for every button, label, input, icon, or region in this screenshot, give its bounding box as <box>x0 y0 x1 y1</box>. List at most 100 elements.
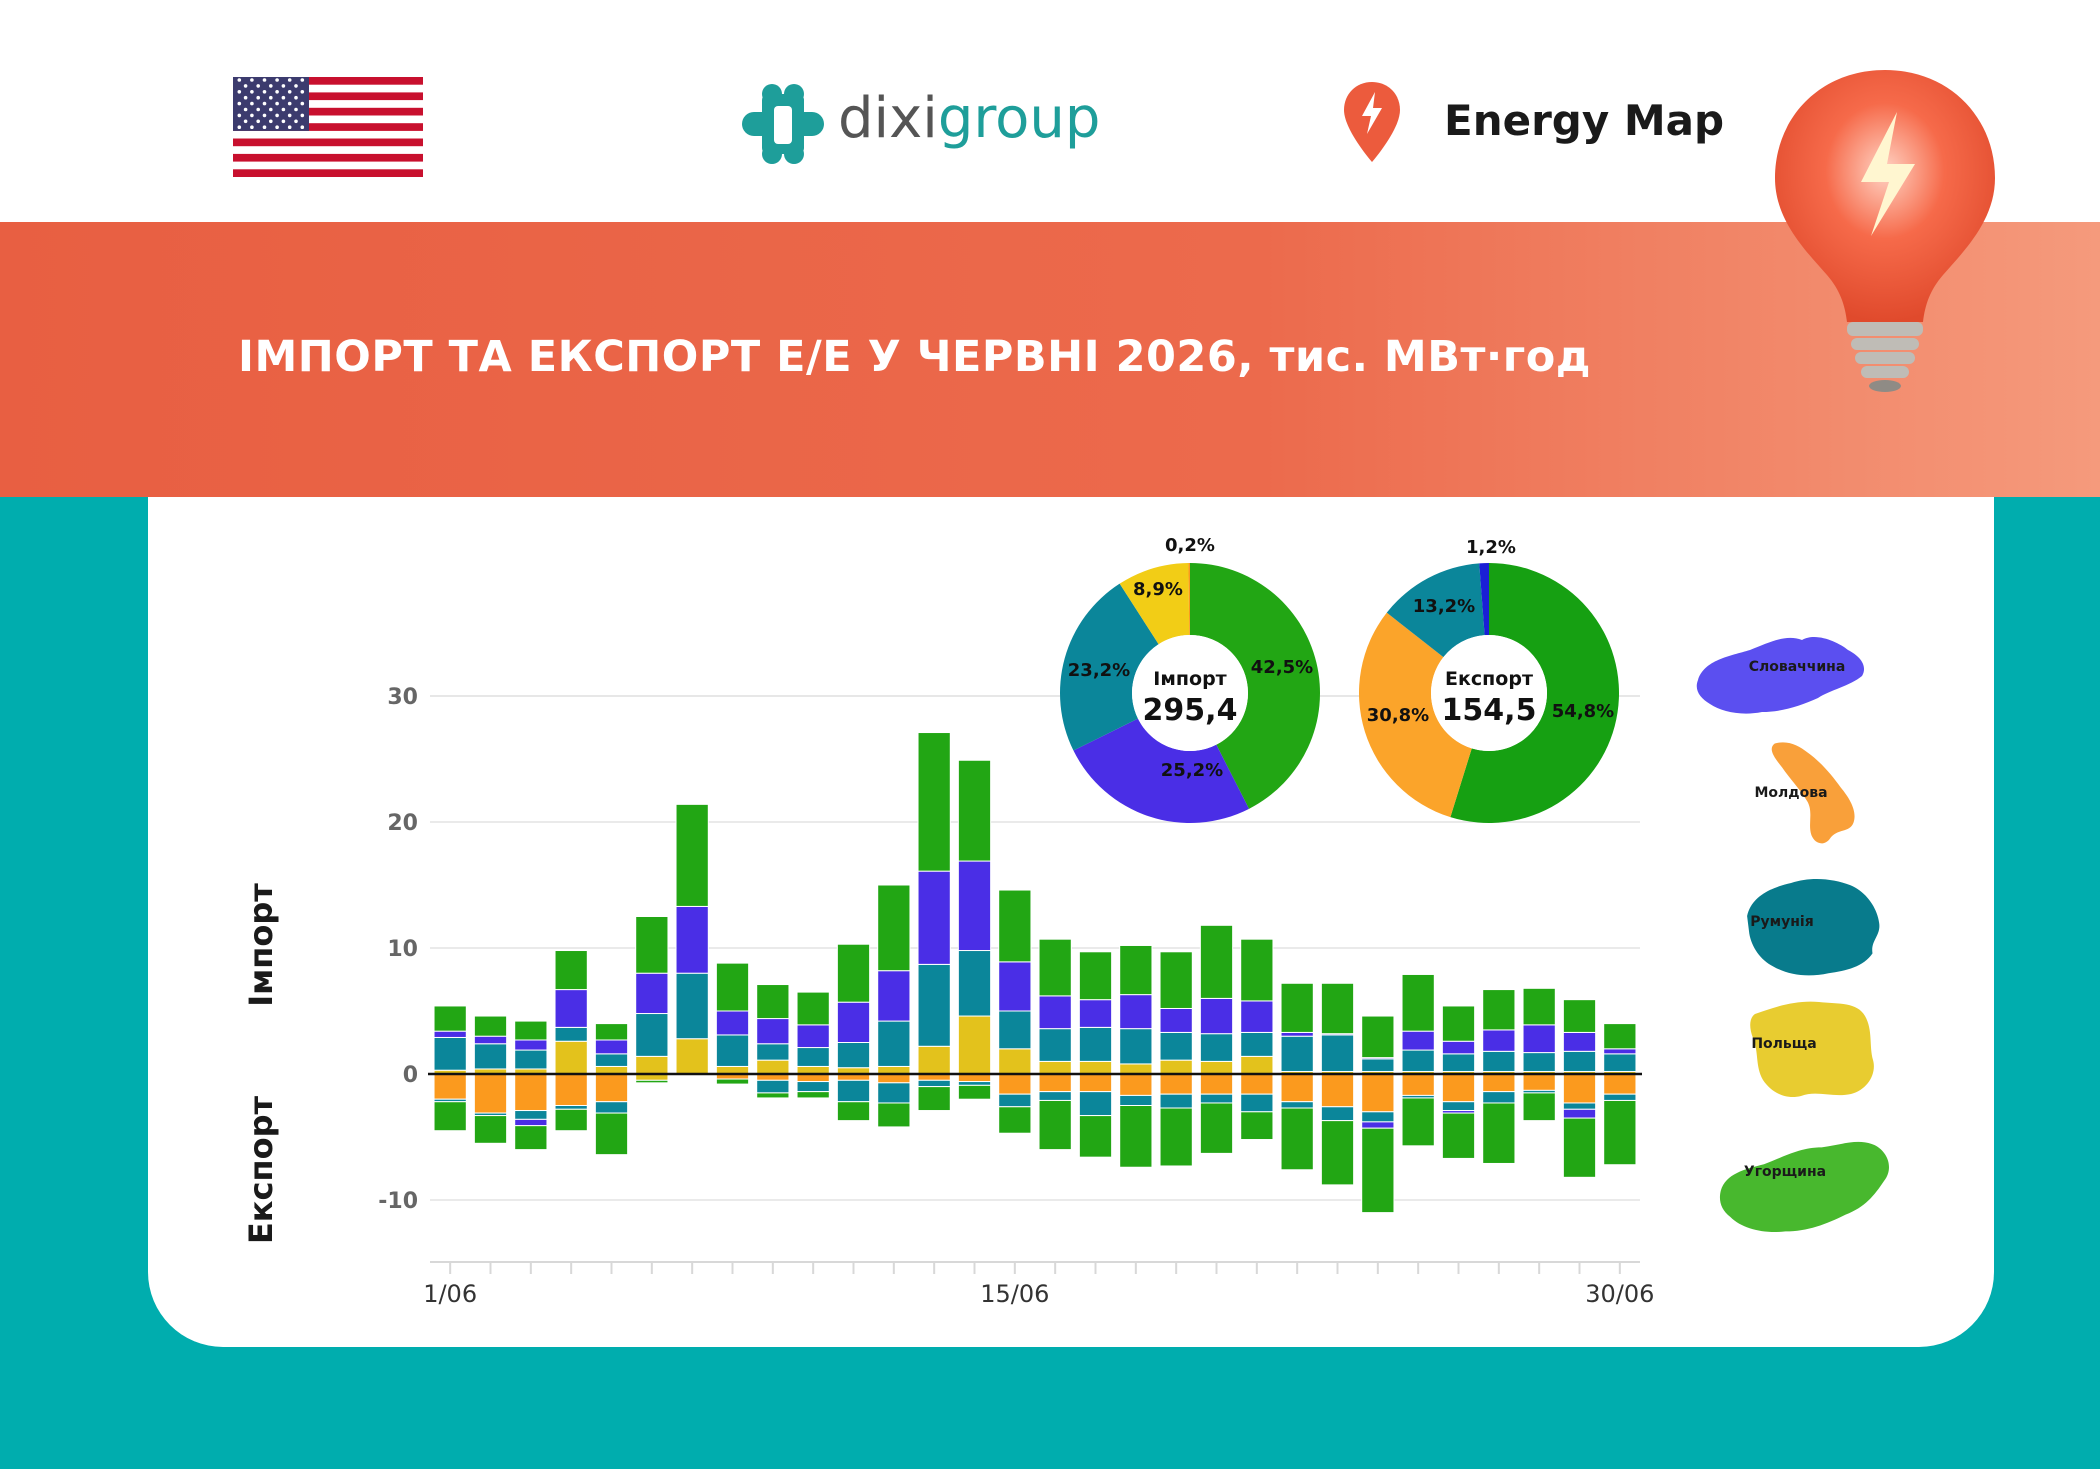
y-tick-label: -10 <box>378 1189 418 1214</box>
export-bar-segment <box>1361 1073 1395 1113</box>
export-bar-segment <box>554 1108 588 1132</box>
flag-star <box>300 113 305 118</box>
import-bar-segment <box>1038 1028 1072 1062</box>
import-bar-segment <box>796 1047 830 1067</box>
import-bar-segment <box>1078 951 1113 1001</box>
export-bar-segment <box>877 1082 911 1104</box>
import-bar-segment <box>1240 1000 1274 1033</box>
export-bar-segment <box>514 1125 548 1151</box>
export-bar-segment <box>1119 1073 1153 1096</box>
import-bar-segment <box>917 732 951 872</box>
flag-star <box>294 119 298 124</box>
flag-star <box>262 90 267 94</box>
flag-star <box>256 95 260 100</box>
legend-poland: Польща <box>1751 1036 1817 1052</box>
import-bar-segment <box>433 1005 467 1032</box>
flag-star <box>300 78 305 82</box>
import-bar-segment <box>1240 938 1274 1002</box>
import-bar-segment <box>675 972 709 1040</box>
flag-star <box>262 125 267 129</box>
import-bar-segment <box>1159 951 1193 1009</box>
import-bar-segment <box>998 1010 1032 1050</box>
export-bar-segment <box>594 1101 629 1114</box>
import-bar-segment <box>1562 1050 1597 1072</box>
import-bar-segment <box>836 1001 871 1043</box>
flag-star <box>300 125 305 129</box>
import-bar-segment <box>594 1023 629 1041</box>
dixigroup-wordmark: dixigroup <box>838 86 1100 151</box>
export-bar-segment <box>1482 1073 1516 1093</box>
import-bar-segment <box>998 1048 1032 1075</box>
export-bar-segment <box>796 1091 830 1099</box>
import-bar-segment <box>1522 1052 1556 1072</box>
import-bar-segment <box>1199 924 1234 999</box>
pie-center-total: 154,5 <box>1442 693 1537 728</box>
export-bar-segment <box>1199 1073 1234 1095</box>
export-bar-segment <box>1562 1073 1597 1104</box>
flag-star <box>256 107 260 112</box>
import-bar-segment <box>1280 1035 1314 1072</box>
y-tick-label: 20 <box>387 811 418 836</box>
import-bar-segment <box>1199 997 1234 1035</box>
export-bar-segment <box>1199 1102 1234 1154</box>
import-bar-segment <box>1240 1031 1274 1057</box>
export-bar-segment <box>715 1078 750 1085</box>
import-bar-segment <box>957 860 992 952</box>
import-bar-segment <box>1078 1060 1113 1075</box>
import-bar-segment <box>514 1020 548 1041</box>
energy-map-label: Energy Map <box>1444 96 1725 145</box>
import-bar-segment <box>635 972 669 1015</box>
import-bar-segment <box>756 1059 790 1075</box>
pie-slice-label: 0,2% <box>1165 535 1215 556</box>
import-bar-segment <box>1119 1063 1153 1075</box>
map-hungary-icon <box>1719 1141 1889 1232</box>
import-bar-segment <box>756 984 790 1020</box>
pie-slice-label: 54,8% <box>1552 701 1614 722</box>
y-tick-label: 10 <box>387 937 418 962</box>
export-bar-segment <box>1603 1093 1637 1101</box>
import-bar-segment <box>836 1042 871 1069</box>
export-bar-segment <box>1038 1099 1072 1151</box>
export-bar-segment <box>1482 1102 1516 1164</box>
y-axis-ticks: 30 20 10 0 -10 <box>378 685 418 1214</box>
import-bar-segment <box>1119 944 1153 996</box>
export-bar-segment <box>433 1073 467 1100</box>
export-bar-segment <box>1320 1120 1355 1186</box>
pie-center-label: Експорт <box>1445 668 1533 690</box>
export-bar-segment <box>1199 1093 1234 1104</box>
pie-slice <box>1119 563 1190 645</box>
export-bar-segment <box>1401 1097 1435 1147</box>
import-bar-segment <box>796 1024 830 1049</box>
import-axis-label: Імпорт <box>242 883 280 1007</box>
import-bar-segment <box>917 963 951 1047</box>
export-bar-segment <box>1119 1105 1153 1168</box>
import-bar-segment <box>715 1010 750 1036</box>
export-bar-segment <box>1280 1107 1314 1171</box>
export-bar-segment <box>998 1073 1032 1095</box>
export-bar-segment <box>514 1073 548 1112</box>
export-bar-segment <box>1159 1093 1193 1109</box>
import-bar-segment <box>957 1015 992 1075</box>
export-bar-segment <box>998 1093 1032 1108</box>
flag-star <box>294 107 298 112</box>
export-bar-segment <box>1119 1094 1153 1107</box>
pie-center <box>1431 635 1547 751</box>
dixigroup-logo-icon <box>742 84 824 164</box>
flag-star <box>262 78 267 82</box>
import-bar-segment <box>877 884 911 972</box>
export-bar-segment <box>594 1073 629 1103</box>
import-bar-segment <box>1562 1031 1597 1052</box>
pie-slice <box>1188 563 1190 636</box>
import-bar-segment <box>1361 1015 1395 1059</box>
flag-star <box>237 90 242 94</box>
legend-romania: Румунія <box>1750 914 1814 930</box>
flag-star <box>281 107 286 112</box>
light-bulb-icon <box>1775 70 1995 392</box>
import-bar-segment <box>1441 1040 1476 1055</box>
import-bar-segment <box>1078 999 1113 1028</box>
export-bar-segment <box>1240 1073 1274 1095</box>
flag-star <box>275 90 279 94</box>
pie-slice <box>1450 563 1620 823</box>
flag-star <box>300 90 305 94</box>
import-bar-segment <box>1199 1033 1234 1062</box>
